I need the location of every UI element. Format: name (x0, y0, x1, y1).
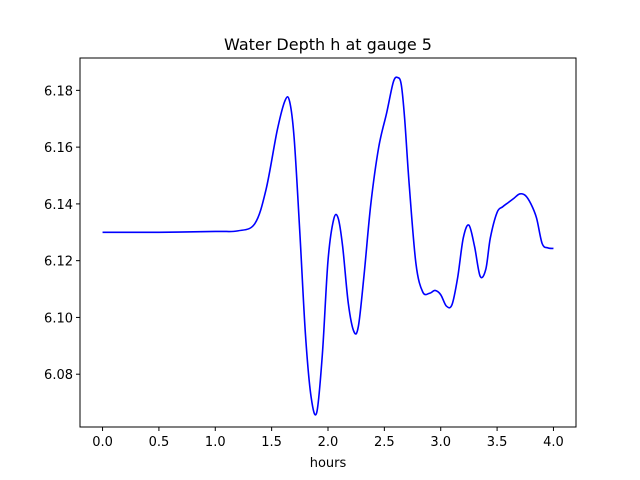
x-tick-label: 1.0 (205, 435, 226, 450)
y-tick-label: 6.16 (44, 141, 73, 156)
x-tick-label: 3.5 (487, 435, 508, 450)
x-tick-label: 2.0 (318, 435, 339, 450)
plot-frame (79, 57, 577, 428)
x-axis-label: hours (310, 456, 347, 471)
x-tick-label: 2.5 (374, 435, 395, 450)
y-tick-label: 6.12 (44, 255, 73, 270)
chart-title: Water Depth h at gauge 5 (224, 35, 432, 54)
x-tick-label: 4.0 (543, 435, 564, 450)
plot-area (102, 76, 554, 416)
y-tick-label: 6.14 (44, 198, 73, 213)
x-tick-label: 1.5 (261, 435, 282, 450)
x-tick-label: 0.0 (92, 435, 113, 450)
y-tick-label: 6.10 (44, 311, 73, 326)
series-line-0 (102, 76, 554, 416)
x-tick-label: 0.5 (149, 435, 170, 450)
y-tick-label: 6.08 (44, 368, 73, 383)
y-tick-label: 6.18 (44, 84, 73, 99)
x-tick-label: 3.0 (430, 435, 451, 450)
axis-ticks: 0.0 0.5 1.0 1.5 2.0 2.5 3.0 3.5 4.0 6.08 6.10 6.12 6… (44, 84, 564, 450)
